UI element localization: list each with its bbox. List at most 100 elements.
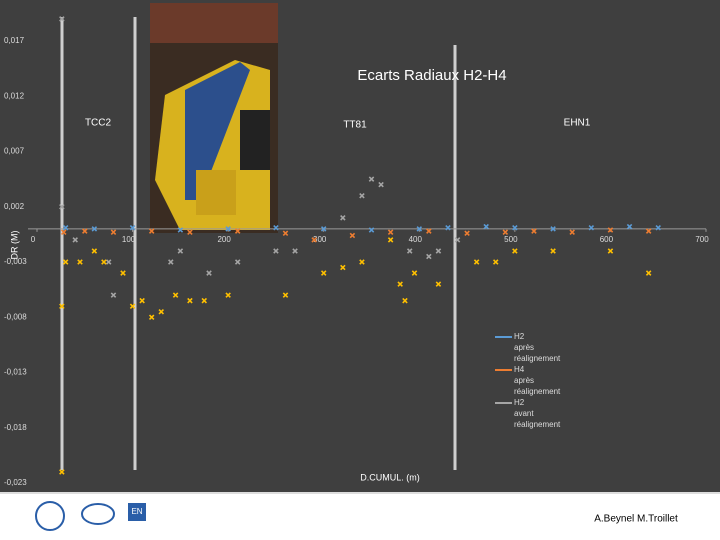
data-point [359, 259, 365, 265]
data-point [201, 297, 208, 304]
x-tick-label: 0 [31, 235, 36, 244]
data-point [282, 230, 289, 237]
y-tick-label: 0,017 [4, 36, 25, 45]
data-point [645, 228, 652, 234]
y-tick-label: -0,018 [4, 423, 27, 432]
x-tick-label: 700 [695, 235, 709, 244]
data-point [72, 237, 78, 243]
data-point [426, 253, 432, 260]
photo [150, 3, 278, 233]
x-tick-label: 200 [217, 235, 231, 244]
data-point [340, 264, 346, 271]
data-point [168, 259, 174, 265]
data-point [411, 270, 418, 276]
data-point [531, 228, 537, 234]
data-point [378, 181, 384, 188]
data-point [397, 281, 403, 287]
data-point [82, 228, 88, 234]
y-tick-label: -0,013 [4, 368, 27, 377]
data-point [91, 226, 98, 232]
x-tick-label: 400 [409, 235, 423, 244]
data-point [273, 224, 279, 231]
data-point [187, 229, 193, 235]
data-point [340, 215, 346, 221]
data-point [62, 224, 69, 231]
data-point [368, 176, 375, 182]
data-point [588, 224, 595, 231]
data-point [105, 259, 112, 265]
annotation: EHN1 [564, 118, 591, 129]
data-point [607, 227, 614, 233]
data-point [59, 16, 65, 22]
data-point [60, 229, 67, 235]
data-point [139, 297, 145, 304]
data-point [502, 229, 509, 235]
data-point [402, 297, 408, 304]
data-point [206, 270, 212, 276]
data-point [59, 469, 65, 475]
data-point [645, 270, 652, 276]
data-point [273, 248, 279, 254]
data-point [158, 308, 165, 315]
x-tick-label: 600 [600, 235, 614, 244]
data-point [387, 229, 394, 235]
data-point [445, 224, 451, 231]
data-point [483, 223, 489, 230]
x-axis-label: D.CUMUL. (m) [360, 472, 420, 482]
data-point [406, 248, 413, 254]
data-point [129, 303, 136, 309]
chart-title: Ecarts Radiaux H2-H4 [357, 67, 506, 84]
data-point [311, 237, 317, 243]
data-point [148, 314, 155, 321]
x-tick-label: 100 [122, 235, 136, 244]
data-point [225, 292, 231, 298]
data-point [282, 292, 289, 298]
data-point [129, 224, 136, 231]
data-point [550, 248, 556, 254]
data-point [349, 232, 356, 239]
data-point [550, 226, 556, 232]
data-point [187, 297, 193, 304]
data-point [435, 248, 442, 254]
x-tick-label: 500 [504, 235, 518, 244]
data-point [387, 237, 394, 243]
legend-label: H2 après réalignement [514, 332, 561, 363]
data-point [655, 224, 661, 231]
data-point [234, 228, 241, 234]
data-point [359, 192, 365, 199]
y-axis-label: DR (M) [9, 231, 19, 260]
data-point [492, 259, 499, 265]
data-point [234, 259, 241, 265]
data-point [77, 259, 83, 265]
data-point [320, 226, 327, 232]
y-tick-label: 0,007 [4, 147, 25, 156]
annotation: TCC2 [85, 118, 112, 129]
x-tick-label: 300 [313, 235, 327, 244]
logo-text: EN [131, 507, 142, 516]
author: A.Beynel M.Troillet [594, 514, 678, 525]
data-point [320, 270, 327, 276]
data-point [464, 230, 470, 237]
data-point [91, 248, 98, 254]
data-point [101, 259, 107, 265]
data-point [569, 229, 575, 235]
annotation: TT81 [343, 120, 367, 131]
data-point [416, 226, 423, 232]
data-point [426, 228, 432, 234]
data-point [473, 259, 480, 265]
legend-label: H4 après réalignement [514, 365, 561, 396]
data-point [62, 259, 69, 265]
y-tick-label: -0,023 [4, 478, 27, 487]
data-point [59, 303, 65, 309]
data-point [177, 248, 184, 254]
data-point [512, 248, 518, 254]
data-point [172, 292, 179, 298]
data-point [148, 228, 155, 234]
data-point [454, 237, 461, 243]
data-point [59, 203, 65, 210]
legend-label: H2 avant réalignement [514, 398, 561, 429]
data-point [435, 281, 442, 287]
data-point [292, 248, 298, 254]
data-point [110, 229, 117, 235]
